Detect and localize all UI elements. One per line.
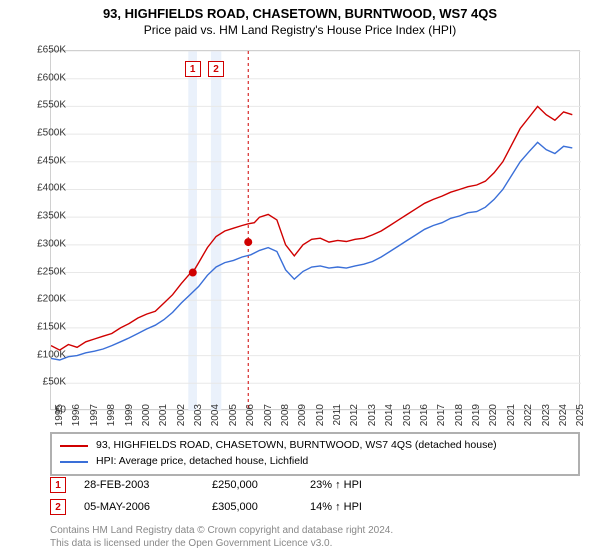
footnote-line: This data is licensed under the Open Gov… <box>50 537 580 550</box>
marker-row: 2 05-MAY-2006 £305,000 14% ↑ HPI <box>50 496 580 518</box>
y-tick-label: £650K <box>16 45 66 56</box>
chart-title: 93, HIGHFIELDS ROAD, CHASETOWN, BURNTWOO… <box>0 0 600 21</box>
marker-price: £305,000 <box>212 501 292 513</box>
legend-swatch <box>60 461 88 463</box>
chart-area: 12 <box>50 50 580 410</box>
y-tick-label: £300K <box>16 238 66 249</box>
y-tick-label: £150K <box>16 321 66 332</box>
footnote-line: Contains HM Land Registry data © Crown c… <box>50 524 580 537</box>
y-tick-label: £200K <box>16 294 66 305</box>
marker-price: £250,000 <box>212 479 292 491</box>
sale-flag-1: 1 <box>185 61 201 77</box>
marker-pct: 23% ↑ HPI <box>310 479 410 491</box>
y-tick-label: £250K <box>16 266 66 277</box>
marker-badge: 2 <box>50 499 66 515</box>
y-tick-label: £400K <box>16 183 66 194</box>
marker-date: 05-MAY-2006 <box>84 501 194 513</box>
y-tick-label: £100K <box>16 349 66 360</box>
sale-flag-2: 2 <box>208 61 224 77</box>
y-tick-label: £50K <box>16 377 66 388</box>
y-tick-label: £550K <box>16 100 66 111</box>
marker-date: 28-FEB-2003 <box>84 479 194 491</box>
legend-label: HPI: Average price, detached house, Lich… <box>96 454 308 470</box>
y-tick-label: £350K <box>16 211 66 222</box>
y-tick-label: £450K <box>16 155 66 166</box>
footnote: Contains HM Land Registry data © Crown c… <box>50 524 580 550</box>
legend-label: 93, HIGHFIELDS ROAD, CHASETOWN, BURNTWOO… <box>96 438 497 454</box>
marker-table: 1 28-FEB-2003 £250,000 23% ↑ HPI 2 05-MA… <box>50 474 580 518</box>
y-tick-label: £600K <box>16 72 66 83</box>
chart-subtitle: Price paid vs. HM Land Registry's House … <box>0 21 600 43</box>
chart-svg <box>51 51 581 411</box>
legend: 93, HIGHFIELDS ROAD, CHASETOWN, BURNTWOO… <box>50 432 580 476</box>
legend-item: 93, HIGHFIELDS ROAD, CHASETOWN, BURNTWOO… <box>60 438 570 454</box>
marker-pct: 14% ↑ HPI <box>310 501 410 513</box>
legend-swatch <box>60 445 88 447</box>
legend-item: HPI: Average price, detached house, Lich… <box>60 454 570 470</box>
y-tick-label: £500K <box>16 128 66 139</box>
marker-badge: 1 <box>50 477 66 493</box>
marker-row: 1 28-FEB-2003 £250,000 23% ↑ HPI <box>50 474 580 496</box>
